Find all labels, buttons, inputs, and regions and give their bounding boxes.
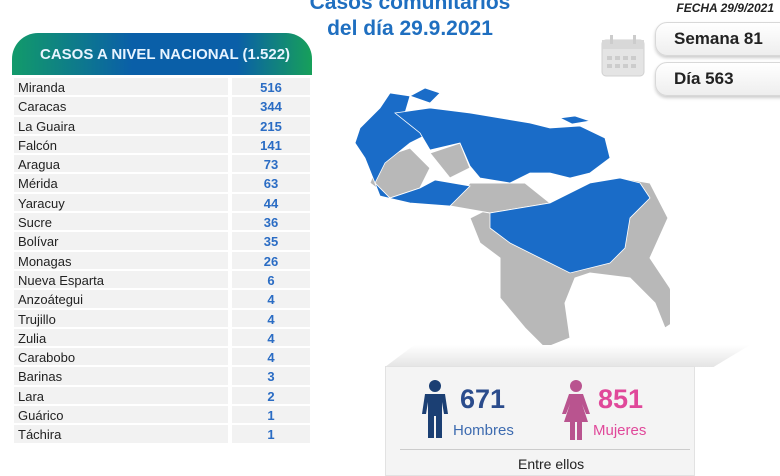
state-name: Aragua: [14, 155, 228, 175]
table-row: La Guaira 215: [14, 116, 310, 136]
state-name: Yaracuy: [14, 193, 228, 214]
state-name: Miranda: [14, 78, 228, 98]
case-count: 36: [232, 213, 310, 233]
table-row: Falcón 141: [14, 135, 310, 156]
table-row: Yaracuy 44: [14, 193, 310, 214]
box-top: [385, 345, 750, 367]
case-count: 63: [232, 174, 310, 194]
cases-table: Miranda 516 Caracas 344 La Guaira 215 Falcón 14…: [14, 78, 310, 445]
table-row: Sucre 36: [14, 213, 310, 233]
women-label: Mujeres: [593, 422, 647, 439]
case-count: 215: [232, 116, 310, 136]
table-header: CASOS A NIVEL NACIONAL (1.522): [12, 33, 312, 75]
state-name: La Guaira: [14, 116, 228, 136]
case-count: 4: [232, 290, 310, 310]
state-name: Barinas: [14, 367, 228, 387]
state-name: Caracas: [14, 97, 228, 117]
table-row: Trujillo 4: [14, 309, 310, 329]
state-name: Nueva Esparta: [14, 270, 228, 291]
state-name: Falcón: [14, 135, 228, 156]
table-row: Mérida 63: [14, 174, 310, 194]
case-count: 44: [232, 193, 310, 214]
case-count: 1: [232, 425, 310, 445]
case-count: 73: [232, 155, 310, 175]
table-row: Táchira 1: [14, 425, 310, 445]
table-row: Zulia 4: [14, 328, 310, 349]
women-count: 851: [598, 384, 644, 414]
man-icon: [422, 380, 448, 438]
state-name: Monagas: [14, 251, 228, 271]
case-count: 4: [232, 348, 310, 368]
case-count: 26: [232, 251, 310, 271]
woman-icon: [562, 380, 590, 440]
case-count: 141: [232, 135, 310, 156]
title-line-1: Casos comunitarios: [309, 0, 511, 14]
table-row: Guárico 1: [14, 406, 310, 426]
table-row: Barinas 3: [14, 367, 310, 387]
date-label: FECHA 29/9/2021: [676, 1, 774, 15]
case-count: 2: [232, 386, 310, 407]
title-line-2: del día 29.9.2021: [327, 17, 493, 40]
case-count: 3: [232, 367, 310, 387]
table-row: Monagas 26: [14, 251, 310, 271]
day-badge: Día 563: [655, 62, 780, 96]
table-row: Miranda 516: [14, 78, 310, 98]
case-count: 4: [232, 328, 310, 349]
table-row: Caracas 344: [14, 97, 310, 117]
divider: [400, 449, 690, 450]
state-name: Bolívar: [14, 232, 228, 252]
state-name: Guárico: [14, 406, 228, 426]
case-count: 516: [232, 78, 310, 98]
case-count: 1: [232, 406, 310, 426]
state-name: Trujillo: [14, 309, 228, 329]
table-row: Aragua 73: [14, 155, 310, 175]
page-title: Casos comunitarios del día 29.9.2021: [260, 0, 560, 42]
case-count: 4: [232, 309, 310, 329]
state-name: Zulia: [14, 328, 228, 349]
venezuela-map: [354, 88, 670, 348]
table-row: Anzoátegui 4: [14, 290, 310, 310]
table-row: Bolívar 35: [14, 232, 310, 252]
table-row: Carabobo 4: [14, 348, 310, 368]
table-row: Nueva Esparta 6: [14, 270, 310, 291]
men-count: 671: [460, 384, 506, 414]
state-name: Mérida: [14, 174, 228, 194]
calendar-icon: [601, 35, 645, 77]
state-name: Anzoátegui: [14, 290, 228, 310]
case-count: 344: [232, 97, 310, 117]
among-them-label: Entre ellos: [518, 456, 585, 472]
case-count: 35: [232, 232, 310, 252]
men-label: Hombres: [453, 422, 514, 439]
state-name: Lara: [14, 386, 228, 407]
case-count: 6: [232, 270, 310, 291]
state-name: Táchira: [14, 425, 228, 445]
week-badge: Semana 81: [655, 22, 780, 56]
state-name: Carabobo: [14, 348, 228, 368]
table-row: Lara 2: [14, 386, 310, 407]
state-name: Sucre: [14, 213, 228, 233]
